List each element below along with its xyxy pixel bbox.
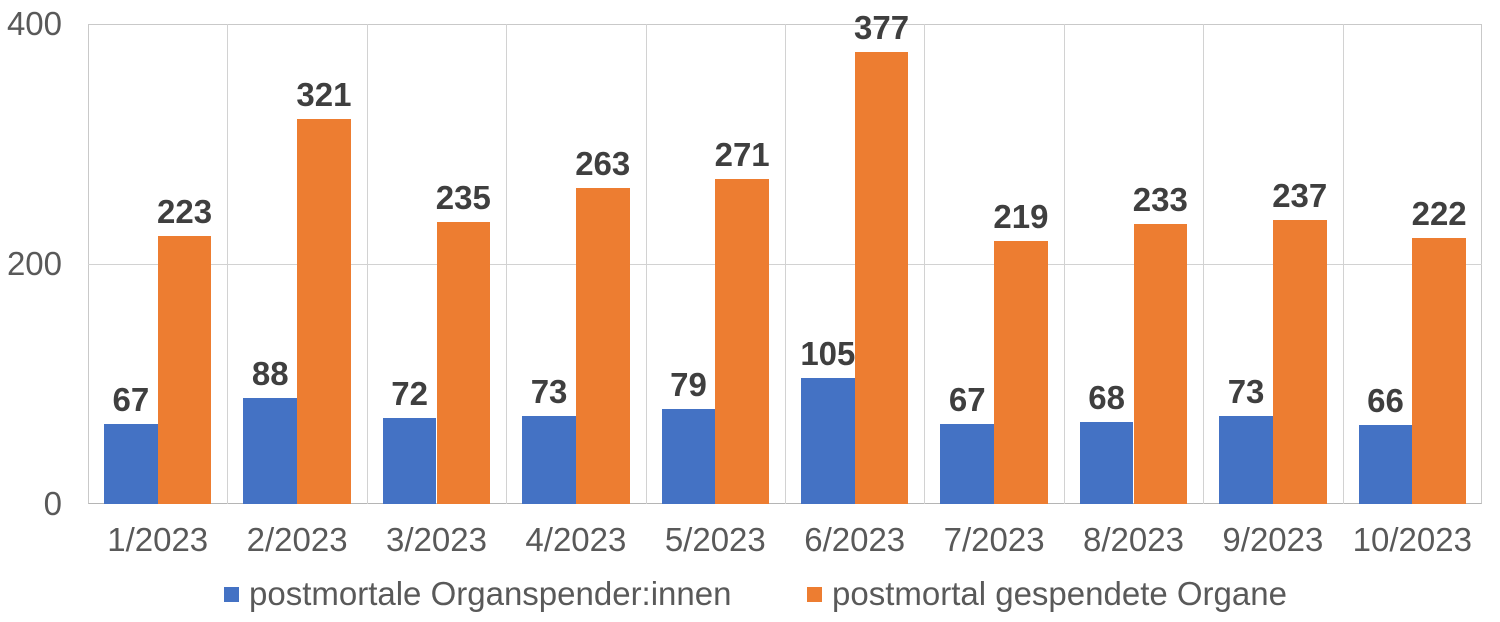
bar-gespendete-organe bbox=[436, 222, 491, 504]
bar-value-label: 223 bbox=[157, 193, 213, 231]
horizontal-gridline bbox=[88, 264, 1482, 265]
bar-value-label: 88 bbox=[251, 355, 289, 393]
y-tick-label: 200 bbox=[6, 245, 62, 282]
x-tick-label: 10/2023 bbox=[1352, 521, 1472, 558]
legend-label-organspender: postmortale Organspender:innen bbox=[249, 575, 732, 612]
bar-value-label: 377 bbox=[854, 8, 910, 46]
bar-value-label: 73 bbox=[530, 373, 568, 411]
bar-gespendete-organe bbox=[1412, 237, 1466, 504]
bar-gespendete-organe bbox=[715, 178, 769, 504]
bar-value-label: 219 bbox=[993, 198, 1049, 236]
y-tick-label: 0 bbox=[43, 485, 62, 522]
bar-value-label: 321 bbox=[296, 75, 352, 113]
bar-value-label: 105 bbox=[800, 335, 856, 372]
bar-organspender bbox=[382, 417, 437, 504]
bar-value-label: 73 bbox=[1227, 373, 1265, 411]
x-tick-label: 6/2023 bbox=[804, 521, 906, 558]
x-tick-label: 2/2023 bbox=[246, 521, 348, 558]
x-tick-label: 8/2023 bbox=[1083, 521, 1184, 558]
bar-value-label: 67 bbox=[948, 380, 986, 418]
legend-marker-organspender-icon bbox=[224, 586, 239, 602]
x-tick-label: 4/2023 bbox=[525, 521, 627, 558]
x-tick-label: 3/2023 bbox=[386, 521, 487, 558]
bar-gespendete-organe bbox=[1133, 224, 1188, 504]
bar-value-label: 263 bbox=[575, 145, 631, 183]
legend-item-gespendete-organe: postmortal gespendete Organe bbox=[807, 574, 1287, 614]
bar-organspender bbox=[104, 423, 158, 504]
legend-item-organspender: postmortale Organspender:innen bbox=[224, 574, 731, 614]
bar-organspender bbox=[940, 423, 995, 504]
legend-label-gespendete-organe: postmortal gespendete Organe bbox=[832, 575, 1287, 612]
bar-value-label: 222 bbox=[1411, 194, 1467, 232]
y-tick-label: 400 bbox=[6, 5, 62, 42]
bar-value-label: 68 bbox=[1088, 379, 1126, 417]
bar-organspender bbox=[1079, 422, 1134, 504]
bar-value-label: 237 bbox=[1272, 176, 1328, 214]
bar-value-label: 67 bbox=[112, 380, 150, 418]
x-tick-label: 5/2023 bbox=[664, 521, 766, 558]
bar-gespendete-organe bbox=[854, 51, 909, 504]
bar-value-label: 235 bbox=[435, 179, 491, 216]
bar-organspender bbox=[1219, 416, 1273, 504]
bar-gespendete-organe bbox=[575, 188, 630, 504]
bar-value-label: 271 bbox=[714, 135, 770, 173]
x-tick-label: 1/2023 bbox=[107, 521, 209, 558]
bar-organspender bbox=[1358, 424, 1413, 504]
bar-gespendete-organe bbox=[994, 241, 1048, 504]
x-tick-label: 7/2023 bbox=[943, 521, 1045, 558]
bar-value-label: 66 bbox=[1367, 381, 1404, 419]
bar-gespendete-organe bbox=[157, 236, 212, 504]
x-tick-label: 9/2023 bbox=[1222, 521, 1324, 558]
bar-value-label: 233 bbox=[1132, 181, 1188, 219]
bar-value-label: 72 bbox=[391, 374, 429, 412]
legend-marker-gespendete-organe-icon bbox=[807, 586, 822, 602]
bar-gespendete-organe bbox=[297, 118, 351, 504]
bar-organspender bbox=[801, 378, 855, 504]
bar-value-label: 79 bbox=[670, 366, 707, 404]
bar-organspender bbox=[243, 398, 298, 504]
bar-organspender bbox=[522, 416, 576, 504]
bar-gespendete-organe bbox=[1272, 219, 1327, 504]
bar-organspender bbox=[661, 409, 716, 504]
